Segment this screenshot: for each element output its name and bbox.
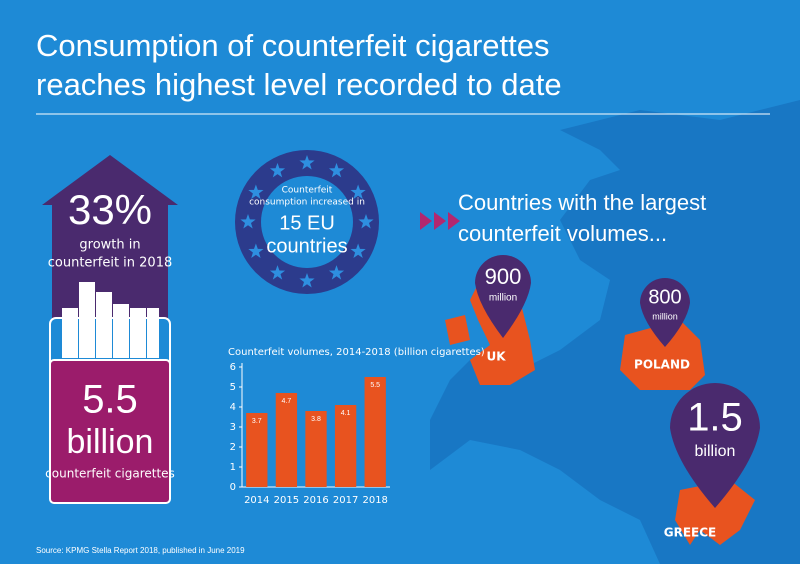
greece-name: GREECE bbox=[664, 526, 717, 540]
eu-stars bbox=[240, 155, 374, 288]
cigarette bbox=[113, 304, 129, 358]
star bbox=[350, 243, 366, 258]
title-line: reaches highest level recorded to date bbox=[36, 67, 562, 102]
arrow bbox=[420, 212, 432, 230]
x-tick-label: 2014 bbox=[244, 495, 269, 506]
y-tick-label: 4 bbox=[230, 402, 236, 413]
source: Source: KPMG Stella Report 2018, publish… bbox=[36, 546, 245, 555]
countries-heading: Countries with the largest bbox=[458, 190, 706, 215]
value-label: 4.1 bbox=[341, 410, 351, 417]
eu-big: 15 EU bbox=[279, 212, 335, 234]
y-tick-label: 0 bbox=[230, 482, 236, 493]
x-tick-label: 2015 bbox=[274, 495, 299, 506]
total-label: counterfeit cigarettes bbox=[45, 467, 175, 481]
greece-shape bbox=[675, 480, 755, 545]
greece-unit: billion bbox=[695, 443, 736, 460]
eu-center bbox=[261, 176, 353, 268]
cigarette bbox=[130, 308, 146, 358]
uk-unit: million bbox=[489, 293, 517, 304]
total-value: 5.5 bbox=[82, 378, 138, 422]
poland-value: 800 bbox=[648, 286, 681, 308]
poland-unit: million bbox=[652, 311, 678, 321]
value-label: 5.5 bbox=[370, 382, 380, 389]
value-label: 3.7 bbox=[252, 418, 262, 425]
arrows bbox=[420, 212, 460, 230]
uk-name: UK bbox=[486, 350, 506, 364]
bar bbox=[275, 393, 298, 487]
poland-name: POLAND bbox=[634, 358, 690, 372]
uk-value: 900 bbox=[485, 264, 522, 289]
greece-pin bbox=[670, 383, 760, 508]
arrow bbox=[448, 212, 460, 230]
eu-big: countries bbox=[266, 235, 347, 257]
y-tick-label: 2 bbox=[230, 442, 236, 453]
growth-label: counterfeit in 2018 bbox=[48, 256, 173, 271]
star bbox=[269, 162, 286, 178]
cigarette bbox=[79, 282, 95, 358]
cigarette bbox=[147, 308, 159, 358]
bar-chart: 0 1 2 3 4 5 6 2014 3.7 2015 4.7 2016 3.8 2017 4.1 2018 5… bbox=[230, 362, 390, 506]
star bbox=[240, 214, 256, 229]
growth-label: growth in bbox=[79, 238, 140, 253]
eu-label: Counterfeit bbox=[282, 186, 333, 196]
greece-value: 1.5 bbox=[687, 396, 743, 440]
total-unit: billion bbox=[67, 423, 154, 461]
y-tick-label: 6 bbox=[230, 362, 236, 373]
pack bbox=[49, 359, 171, 504]
ireland-shape bbox=[445, 315, 470, 345]
poland-pin bbox=[640, 278, 690, 347]
star bbox=[269, 265, 286, 280]
chart-title: Counterfeit volumes, 2014-2018 (billion … bbox=[228, 347, 485, 358]
uk-pin bbox=[475, 255, 531, 338]
star bbox=[248, 184, 264, 199]
bar bbox=[246, 413, 268, 487]
star bbox=[299, 155, 315, 170]
cigarette bbox=[62, 308, 78, 358]
poland-shape bbox=[620, 320, 705, 390]
y-tick-label: 3 bbox=[230, 422, 236, 433]
y-tick-label: 5 bbox=[230, 382, 236, 393]
star bbox=[328, 265, 345, 280]
x-tick-label: 2017 bbox=[333, 495, 358, 506]
value-label: 3.8 bbox=[311, 416, 321, 423]
star bbox=[299, 273, 315, 288]
title-line: Consumption of counterfeit cigarettes bbox=[36, 28, 550, 63]
star bbox=[358, 214, 374, 229]
y-tick-label: 1 bbox=[230, 462, 236, 473]
value-label: 4.7 bbox=[282, 398, 292, 405]
x-tick-label: 2018 bbox=[362, 495, 387, 506]
cigarettes bbox=[62, 282, 159, 358]
bar bbox=[334, 405, 357, 487]
growth-arrow bbox=[42, 155, 178, 318]
cigarette bbox=[96, 292, 112, 358]
arrow bbox=[434, 212, 446, 230]
star bbox=[350, 184, 366, 199]
eu-label: consumption increased in bbox=[249, 198, 365, 208]
bar bbox=[364, 377, 386, 487]
star bbox=[328, 162, 345, 178]
growth-value: 33% bbox=[68, 186, 152, 233]
bar bbox=[305, 411, 327, 487]
countries-heading: counterfeit volumes... bbox=[458, 221, 667, 246]
x-tick-label: 2016 bbox=[303, 495, 328, 506]
star bbox=[248, 243, 264, 258]
